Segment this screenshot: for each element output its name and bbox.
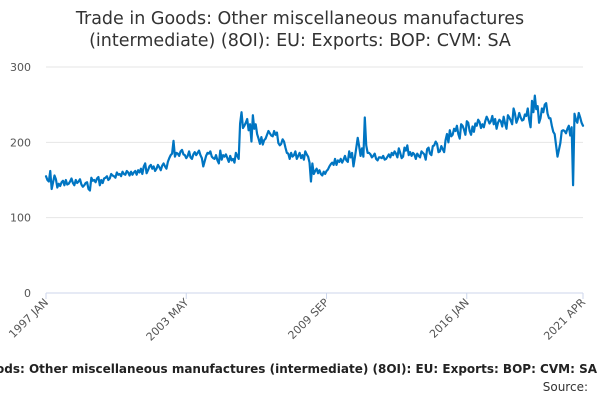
chart-footer: Trade in Goods: Other miscellaneous manu… bbox=[0, 362, 600, 400]
footer-source-label: Source: bbox=[542, 380, 588, 394]
chart-title-line-2: (intermediate) (8OI): EU: Exports: BOP: … bbox=[89, 31, 511, 51]
y-tick-label-200: 200 bbox=[10, 136, 31, 149]
x-tick-label-3: 2016 JAN bbox=[427, 296, 472, 341]
y-tick-label-0: 0 bbox=[24, 287, 31, 300]
x-tick-label-1: 2003 MAY bbox=[144, 296, 192, 344]
x-tick-label-0: 1997 JAN bbox=[6, 296, 51, 341]
y-tick-label-300: 300 bbox=[10, 61, 31, 74]
series-layer bbox=[44, 94, 585, 192]
y-tick-label-100: 100 bbox=[10, 212, 31, 225]
grid-lines bbox=[46, 66, 583, 219]
chart-title: Trade in Goods: Other miscellaneous manu… bbox=[0, 8, 600, 52]
x-tick-label-2: 2009 SEP bbox=[286, 296, 332, 342]
x-axis-tick-labels: 1997 JAN 2003 MAY 2009 SEP 2016 JAN 2021 APR bbox=[6, 293, 588, 344]
series-line-0 bbox=[44, 94, 585, 192]
x-tick-label-4: 2021 APR bbox=[541, 296, 588, 343]
chart-title-line-1: Trade in Goods: Other miscellaneous manu… bbox=[75, 9, 525, 29]
y-axis-tick-labels: 0 100 200 300 bbox=[10, 61, 31, 300]
line-chart: 0 100 200 300 1997 JAN 2003 MAY 2009 SEP 2016 … bbox=[6, 61, 588, 344]
footer-series-label: Trade in Goods: Other miscellaneous manu… bbox=[0, 362, 597, 376]
